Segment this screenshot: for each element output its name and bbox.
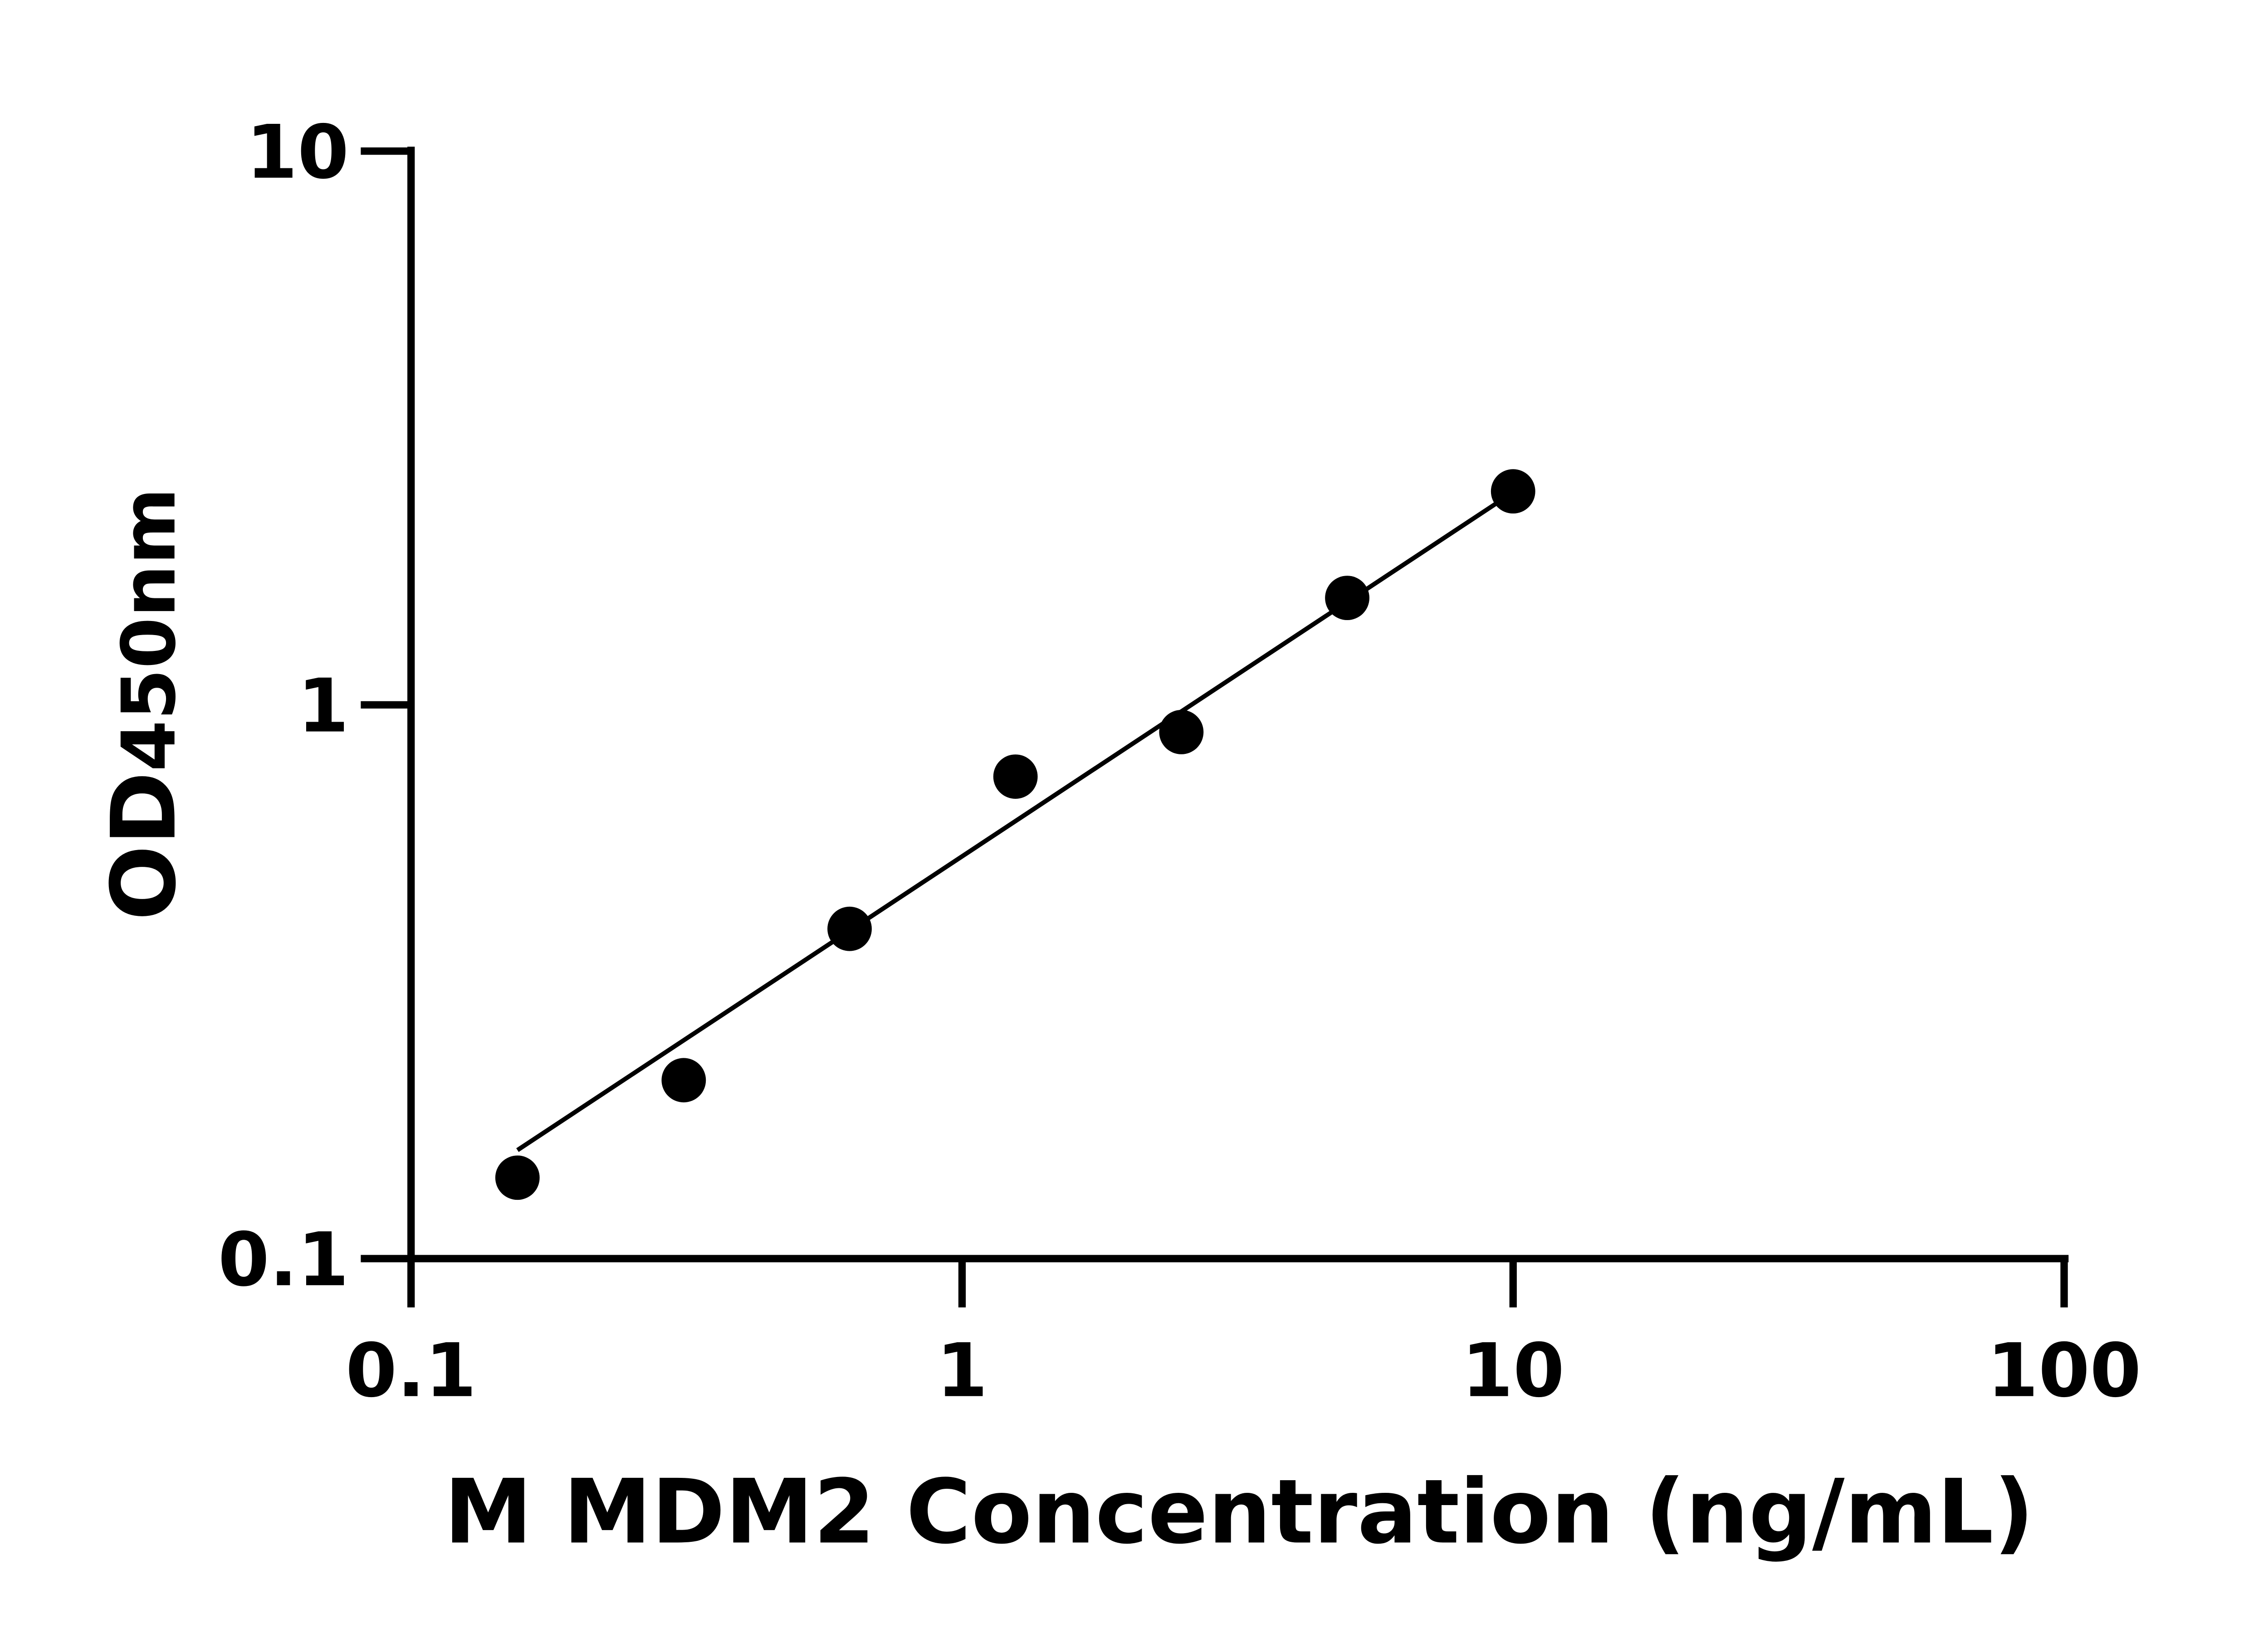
data-point bbox=[661, 1058, 706, 1103]
x-tick-label: 10 bbox=[1461, 1328, 1564, 1414]
y-axis-label-subscript: 450nm bbox=[107, 488, 192, 772]
data-point bbox=[993, 754, 1038, 799]
x-axis-label: M MDM2 Concentration (ng/mL) bbox=[444, 1461, 2034, 1564]
x-tick-label: 0.1 bbox=[346, 1328, 477, 1414]
data-point bbox=[1491, 469, 1535, 514]
x-tick-label: 1 bbox=[936, 1328, 987, 1414]
x-tick-label: 100 bbox=[1987, 1328, 2141, 1414]
data-point bbox=[1325, 576, 1369, 621]
y-tick-label: 1 bbox=[298, 664, 349, 749]
data-point bbox=[827, 906, 872, 951]
y-tick-label: 0.1 bbox=[218, 1217, 349, 1303]
data-point bbox=[495, 1155, 540, 1200]
data-points bbox=[495, 469, 1535, 1200]
y-tick-label: 10 bbox=[246, 110, 349, 196]
ticks: 0.1 1 10 100 0.1 1 10 bbox=[218, 110, 2141, 1414]
data-point bbox=[1159, 709, 1204, 754]
y-axis-label: OD450nm bbox=[93, 488, 196, 921]
axes bbox=[407, 147, 2069, 1262]
y-axis-label-main: OD bbox=[93, 772, 196, 921]
